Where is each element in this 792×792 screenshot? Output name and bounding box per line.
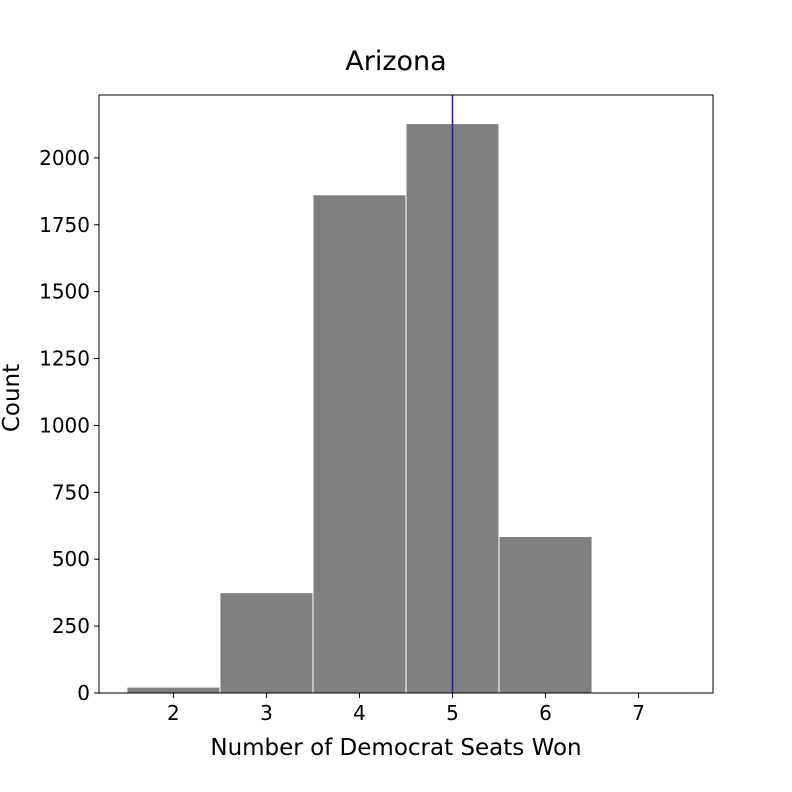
- bar-6: [498, 535, 593, 694]
- x-tick-label-6: 6: [539, 701, 552, 725]
- y-tick-label-750: 750: [52, 480, 90, 504]
- bar-3: [219, 592, 314, 694]
- y-tick-label-250: 250: [52, 614, 90, 638]
- x-tick-label-4: 4: [353, 701, 366, 725]
- y-axis-label: Count: [0, 364, 25, 432]
- y-tick-label-1500: 1500: [39, 280, 90, 304]
- x-tick-label-7: 7: [632, 701, 645, 725]
- y-tick-label-1250: 1250: [39, 347, 90, 371]
- plot-area-frame: [98, 94, 714, 694]
- y-tick-label-0: 0: [77, 681, 90, 705]
- x-tick-label-3: 3: [260, 701, 273, 725]
- bar-4: [312, 194, 407, 694]
- chart-title: Arizona: [345, 46, 446, 77]
- y-tick-label-1000: 1000: [39, 413, 90, 437]
- y-tick-label-500: 500: [52, 547, 90, 571]
- y-tick-label-1750: 1750: [39, 213, 90, 237]
- x-axis-ticks: 2 3 4 5 6 7: [167, 693, 645, 725]
- x-tick-label-2: 2: [167, 701, 180, 725]
- y-tick-label-2000: 2000: [39, 146, 90, 170]
- x-tick-label-5: 5: [446, 701, 459, 725]
- bars-group: [126, 123, 686, 694]
- bar-2: [126, 686, 221, 694]
- x-axis-label: Number of Democrat Seats Won: [210, 735, 581, 761]
- y-axis-ticks: 0 250 500 750 1000 1250 1500 1750 2000: [39, 146, 99, 705]
